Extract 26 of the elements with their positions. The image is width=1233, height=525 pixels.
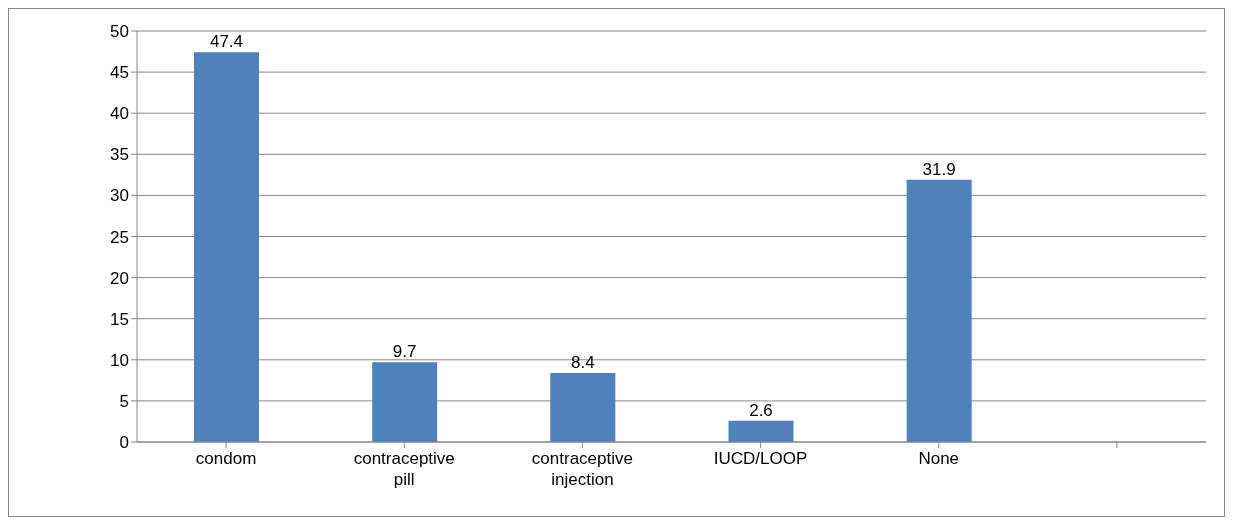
data-label: 9.7	[392, 342, 417, 362]
y-tick-label: 50	[110, 22, 129, 42]
data-label: 8.4	[571, 352, 595, 372]
bar	[728, 420, 794, 442]
y-tick-label: 35	[110, 145, 129, 165]
y-tick-label: 10	[110, 350, 129, 370]
y-tick-label: 40	[110, 104, 129, 124]
bar	[194, 52, 259, 442]
y-tick-label: 0	[119, 433, 129, 453]
x-tick-label: condom	[195, 449, 257, 468]
bar	[550, 372, 616, 442]
y-tick-label: 15	[110, 309, 129, 329]
x-tick-label: contraceptive injection	[531, 449, 633, 489]
x-tick-label: None	[918, 449, 960, 468]
y-tick-label: 20	[110, 268, 129, 288]
x-tick-label: IUCD/LOOP	[713, 449, 808, 468]
bar	[906, 179, 972, 442]
x-tick-label: contraceptive pill	[353, 449, 455, 489]
y-tick-label: 5	[119, 391, 129, 411]
data-label: 47.4	[209, 32, 244, 52]
bar	[372, 362, 438, 442]
y-tick-label: 30	[110, 186, 129, 206]
y-tick-label: 45	[110, 63, 129, 83]
data-label: 2.6	[749, 400, 773, 420]
y-tick-label: 25	[110, 227, 129, 247]
data-label: 31.9	[922, 159, 956, 179]
